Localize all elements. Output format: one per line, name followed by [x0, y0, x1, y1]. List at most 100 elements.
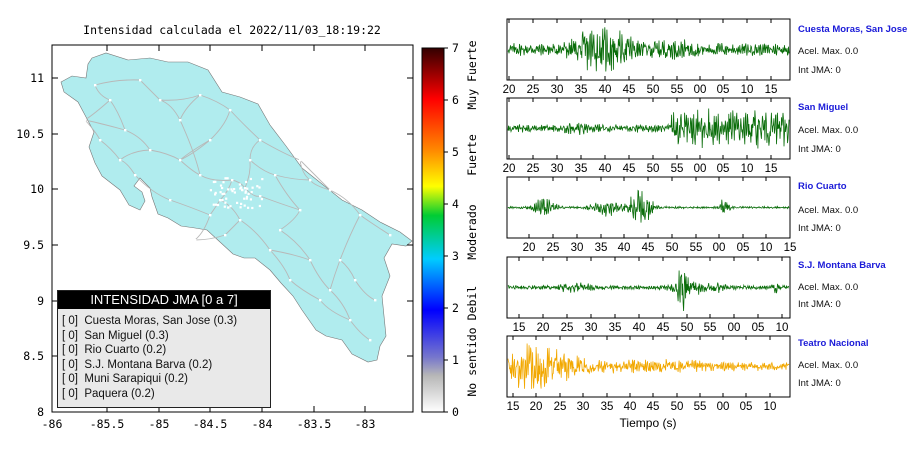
city-dot	[219, 191, 222, 194]
town-dot	[199, 174, 202, 177]
time-tick-label: 15	[765, 163, 778, 175]
city-dot	[227, 206, 230, 209]
waveform-panel: 20 25 30 35 40 45 50 55 00 05 10 15	[503, 97, 791, 175]
legend-list: [ 0] Cuesta Moras, San Jose (0.3) [ 0] Sa…	[58, 309, 270, 402]
station-name: San Miguel	[798, 102, 849, 113]
city-dot	[225, 197, 228, 200]
lon-tick-label: -86	[42, 417, 63, 431]
city-dot	[261, 178, 264, 181]
colorbar-tick-label: 6	[452, 93, 459, 107]
city-dot	[223, 205, 226, 208]
city-dots	[84, 79, 392, 342]
time-tick-label: 00	[717, 401, 730, 413]
road-segment	[269, 249, 311, 261]
costa-rica-land	[60, 52, 413, 363]
town-dot	[319, 299, 322, 302]
time-tick-label: 00	[694, 163, 707, 175]
colorbar-category-label: Muy Fuerte	[465, 40, 479, 109]
town-dot	[269, 249, 272, 252]
city-dot	[230, 188, 233, 191]
city-dot	[260, 198, 263, 201]
time-tick-label: 55	[671, 163, 684, 175]
station-max-accel: Acel. Max. 0.0	[798, 282, 859, 293]
lon-tick-label: -84	[252, 417, 273, 431]
city-dot	[236, 201, 239, 204]
city-dot	[249, 177, 252, 181]
legend-item: [ 0] Paquera (0.2)	[62, 387, 270, 402]
station-jma-intensity: Int JMA: 0	[798, 65, 841, 76]
legend-item: [ 0] S.J. Montana Barva (0.2)	[62, 358, 270, 373]
city-dot	[240, 186, 243, 189]
time-tick-label: 30	[551, 163, 564, 175]
road-segment	[159, 99, 181, 121]
road-segment	[309, 259, 331, 291]
waveform-trace	[507, 270, 790, 312]
road-segment	[259, 195, 301, 211]
colorbar-tick-label: 0	[452, 405, 459, 419]
city-dot	[251, 186, 254, 189]
road-segment	[279, 209, 301, 231]
road-segment	[134, 174, 171, 201]
road-segment	[354, 279, 376, 301]
time-tick-label: 20	[503, 163, 516, 175]
road-segment	[124, 129, 151, 151]
time-tick-label: 25	[554, 401, 567, 413]
road-segment	[249, 159, 276, 176]
time-tick-label: 00	[694, 84, 707, 96]
road-segment	[274, 174, 311, 181]
road-segment	[289, 279, 321, 301]
town-dot	[84, 119, 87, 122]
road-segment	[179, 139, 211, 161]
road-segment	[249, 139, 261, 161]
city-dot	[244, 190, 247, 193]
station-name: Teatro Nacional	[798, 338, 869, 349]
town-dot	[259, 139, 262, 142]
time-tick-label: 30	[585, 322, 598, 334]
city-dot	[258, 186, 261, 189]
town-dot	[299, 209, 302, 212]
city-dot	[256, 185, 259, 188]
legend-item-label: [ 0] Muni Sarapiqui (0.2)	[62, 373, 188, 386]
city-dot	[212, 180, 215, 184]
waveform-trace	[507, 27, 790, 72]
time-tick-label: 15	[784, 242, 797, 254]
waveform-panel: 20 25 30 35 40 45 50 55 00 05 10 15	[503, 18, 791, 96]
town-dot	[99, 139, 102, 142]
road-segment	[239, 219, 271, 251]
time-axis-label: Tiempo (s)	[620, 416, 677, 430]
time-tick-label: 05	[740, 401, 753, 413]
colorbar-category-label: Fuerte	[465, 134, 479, 176]
road-segment	[194, 214, 211, 241]
city-dot	[241, 189, 244, 192]
lat-tick-label: 10	[30, 182, 44, 196]
city-dot	[245, 180, 248, 184]
time-tick-label: 40	[599, 163, 612, 175]
station-jma-intensity: Int JMA: 0	[798, 378, 841, 389]
road-segment	[179, 159, 201, 176]
time-tick-label: 35	[575, 163, 588, 175]
town-dot	[231, 179, 234, 182]
city-dot	[231, 190, 234, 193]
town-dot	[124, 129, 127, 132]
road-segment	[274, 174, 301, 211]
town-dot	[354, 279, 357, 282]
city-dot	[251, 206, 254, 210]
lon-tick-label: -85.5	[90, 417, 125, 431]
road-segment	[84, 99, 111, 121]
time-tick-label: 30	[571, 242, 584, 254]
station-jma-intensity: Int JMA: 0	[798, 223, 841, 234]
town-dot	[179, 119, 182, 122]
town-dot	[259, 195, 262, 198]
time-tick-label: 20	[503, 84, 516, 96]
road-segment	[319, 299, 351, 321]
road-segment	[94, 79, 141, 86]
city-dot	[215, 203, 218, 206]
time-tick-label: 05	[752, 322, 765, 334]
time-tick-label: 35	[595, 242, 608, 254]
road-segment	[329, 189, 361, 216]
city-dot	[258, 204, 261, 208]
road-segment	[159, 94, 201, 101]
city-dot	[238, 183, 241, 186]
lat-tick-label: 11	[30, 71, 44, 85]
legend-item-label: [ 0] S.J. Montana Barva (0.2)	[62, 358, 213, 371]
